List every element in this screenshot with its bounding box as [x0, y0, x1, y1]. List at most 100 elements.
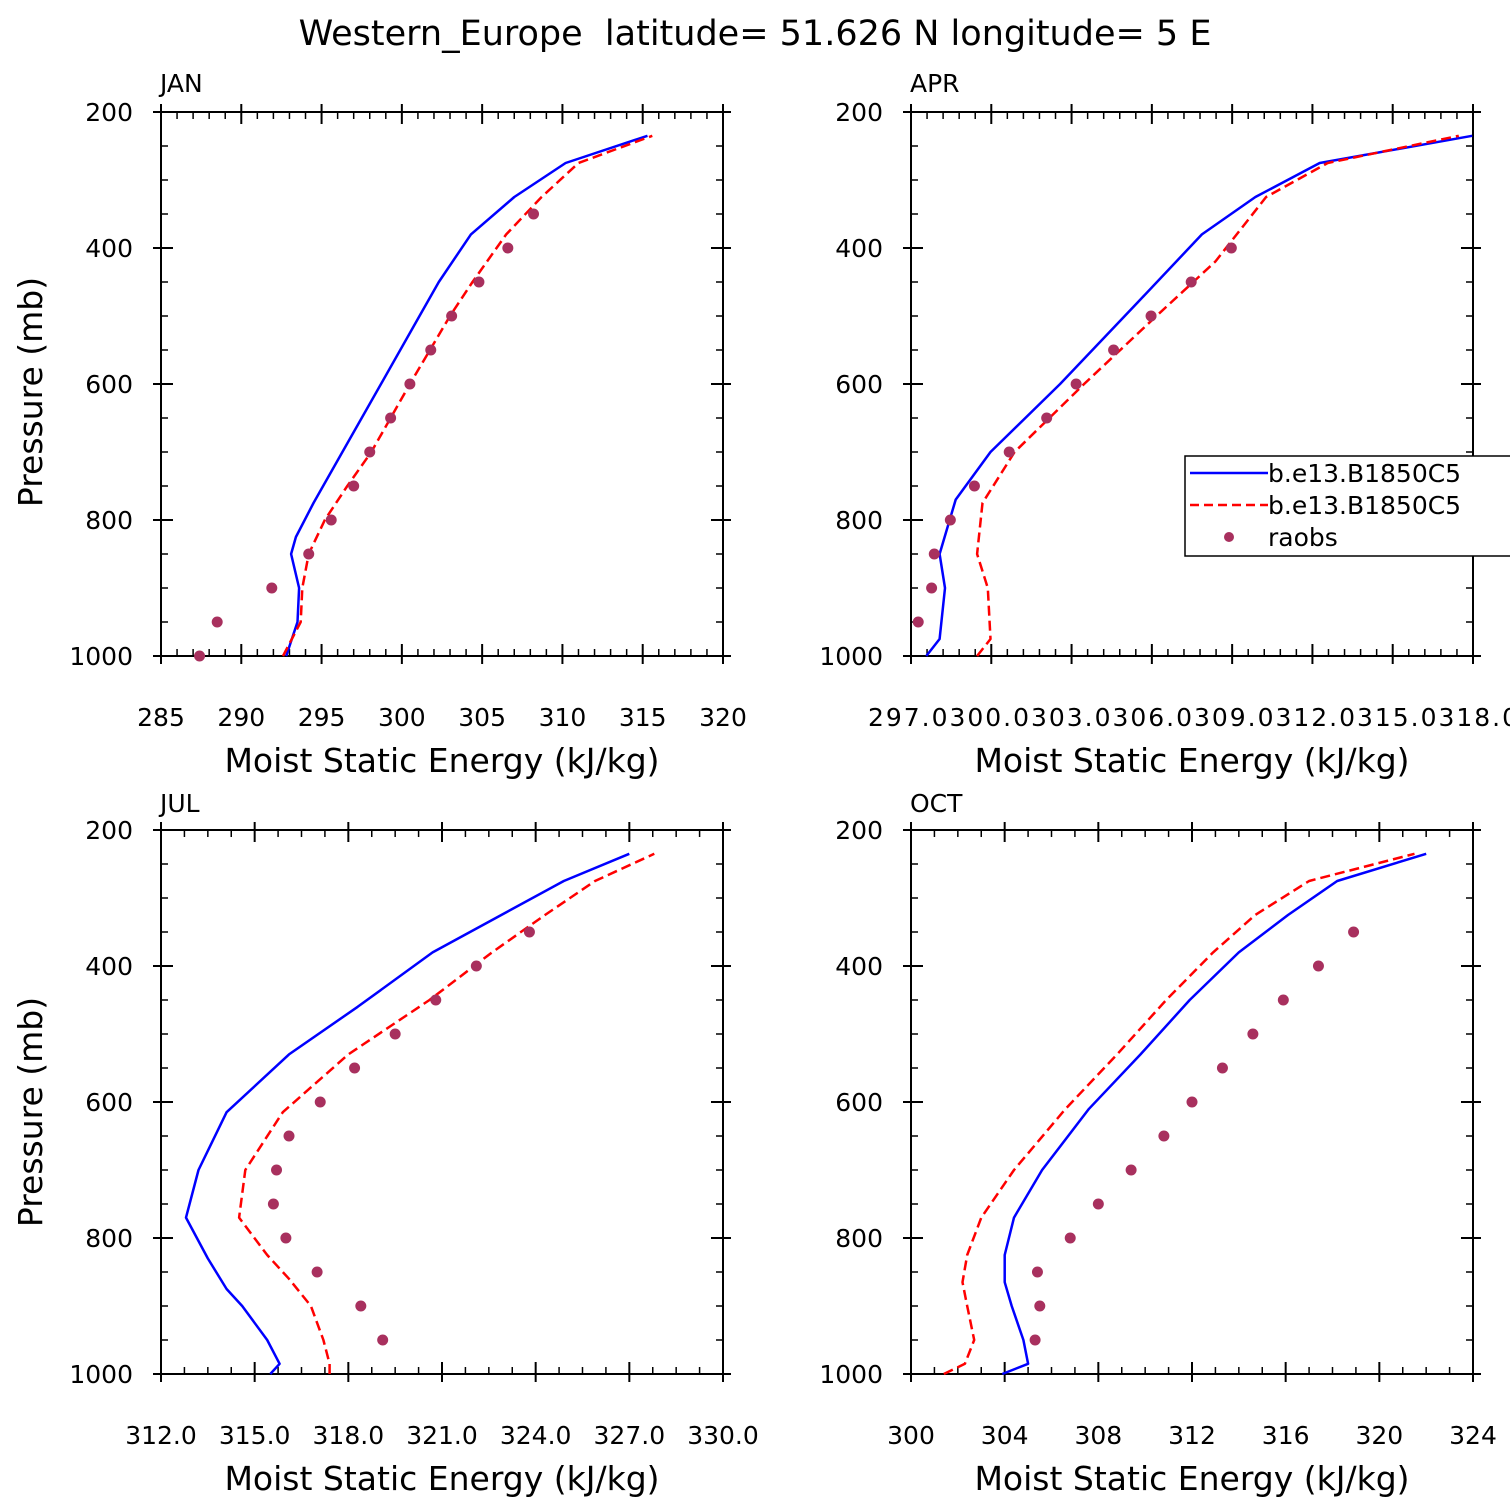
panel-label: APR — [910, 69, 960, 98]
x-tick-label: 324 — [1449, 1421, 1497, 1450]
raobs-point — [1031, 1266, 1043, 1278]
y-tick-label: 600 — [835, 1088, 883, 1117]
y-tick-label: 600 — [85, 1088, 133, 1117]
series-line-solid — [184, 852, 630, 1375]
raobs-point — [1108, 344, 1120, 356]
raobs-point — [912, 616, 924, 628]
x-tick-label: 312.0 — [125, 1421, 197, 1450]
legend-entry-1: b.e13.B1850C5 — [1268, 459, 1461, 488]
x-tick-label: 312 — [1168, 1421, 1216, 1450]
raobs-point — [349, 1062, 361, 1074]
raobs-point — [325, 514, 337, 526]
panel-label: OCT — [910, 789, 963, 818]
raobs-point — [311, 1266, 323, 1278]
x-tick-label: 327.0 — [594, 1421, 666, 1450]
panel-jan: JAN Moist Static Energy (kJ/kg) Pressure… — [11, 69, 747, 780]
raobs-point — [944, 514, 956, 526]
raobs-point — [502, 242, 514, 254]
y-tick-label: 1000 — [819, 1360, 883, 1389]
x-tick-label: 295 — [298, 703, 346, 732]
y-tick-label: 800 — [85, 506, 133, 535]
panel-apr: APR Moist Static Energy (kJ/kg) 1000 800 6… — [819, 69, 1510, 780]
y-tick-label: 1000 — [69, 1360, 133, 1389]
x-tick-label: 321.0 — [406, 1421, 478, 1450]
y-tick-label: 800 — [835, 506, 883, 535]
raobs-point — [1070, 378, 1082, 390]
raobs-point — [377, 1334, 389, 1346]
x-axis-label: Moist Static Energy (kJ/kg) — [974, 1459, 1409, 1498]
x-tick-label: 316 — [1262, 1421, 1310, 1450]
x-tick-label: 324.0 — [500, 1421, 572, 1450]
y-tick-label: 800 — [85, 1224, 133, 1253]
y-tick-label: 1000 — [819, 642, 883, 671]
x-tick-label: 285 — [137, 703, 185, 732]
x-tick-label: 304 — [981, 1421, 1029, 1450]
raobs-point — [1158, 1130, 1170, 1142]
raobs-point — [473, 276, 485, 288]
y-tick-label: 1000 — [69, 642, 133, 671]
raobs-point — [266, 582, 278, 594]
raobs-point — [271, 1164, 283, 1176]
raobs-point — [1064, 1232, 1076, 1244]
x-tick-label: 290 — [217, 703, 265, 732]
x-axis-label: Moist Static Energy (kJ/kg) — [224, 741, 659, 780]
x-tick-label: 320 — [699, 703, 747, 732]
raobs-point — [470, 960, 482, 972]
x-tick-label: 315 — [619, 703, 667, 732]
raobs-point — [968, 480, 980, 492]
y-tick-label: 200 — [835, 98, 883, 127]
x-tick-label: 315.0 — [219, 1421, 291, 1450]
raobs-point — [1247, 1028, 1259, 1040]
figure-title: Western_Europe latitude= 51.626 N longit… — [299, 14, 1212, 54]
raobs-point — [1145, 310, 1157, 322]
series-line-dashed — [943, 852, 1415, 1376]
panel-oct: OCT Moist Static Energy (kJ/kg) 1000 800 6… — [819, 789, 1496, 1498]
raobs-point — [1277, 994, 1289, 1006]
legend: b.e13.B1850C5 b.e13.B1850C5 raobs — [1184, 455, 1510, 557]
raobs-point — [314, 1096, 326, 1108]
raobs-point — [1225, 242, 1237, 254]
y-tick-label: 400 — [85, 234, 133, 263]
y-tick-label: 400 — [835, 952, 883, 981]
raobs-point — [928, 548, 940, 560]
y-tick-label: 200 — [835, 816, 883, 845]
x-tick-label: 305 — [458, 703, 506, 732]
x-tick-label: 320 — [1355, 1421, 1403, 1450]
raobs-point — [211, 616, 223, 628]
raobs-point — [404, 378, 416, 390]
raobs-point — [1216, 1062, 1228, 1074]
x-tick-label: 318.0 — [313, 1421, 385, 1450]
legend-entry-2: b.e13.B1850C5 — [1268, 491, 1461, 520]
series-line-solid — [285, 134, 648, 657]
panel-label: JAN — [158, 69, 203, 98]
raobs-point — [389, 1028, 401, 1040]
raobs-point — [926, 582, 938, 594]
x-tick-label-run: 297.0300.0303.0306.0309.0312.0315.0318.0 — [868, 703, 1510, 732]
raobs-point — [1186, 1096, 1198, 1108]
series-line-solid — [1001, 852, 1427, 1376]
raobs-point — [355, 1300, 367, 1312]
y-axis-label: Pressure (mb) — [11, 997, 50, 1227]
x-axis-label: Moist Static Energy (kJ/kg) — [974, 741, 1409, 780]
panel-jul: JUL Moist Static Energy (kJ/kg) Pressure… — [11, 789, 759, 1498]
raobs-point — [267, 1198, 279, 1210]
x-tick-label: 300 — [378, 703, 426, 732]
raobs-point — [364, 446, 376, 458]
raobs-point — [348, 480, 360, 492]
legend-swatch-dot — [1224, 532, 1234, 542]
raobs-point — [1348, 926, 1360, 938]
y-tick-label: 800 — [835, 1224, 883, 1253]
x-tick-label: 300 — [887, 1421, 935, 1450]
raobs-point — [1125, 1164, 1137, 1176]
series-line-dashed — [281, 134, 653, 657]
x-tick-label: 310 — [539, 703, 587, 732]
raobs-point — [1312, 960, 1324, 972]
raobs-point — [1092, 1198, 1104, 1210]
raobs-point — [280, 1232, 292, 1244]
y-tick-label: 200 — [85, 816, 133, 845]
y-tick-label: 400 — [835, 234, 883, 263]
raobs-point — [523, 926, 535, 938]
raobs-point — [385, 412, 397, 424]
y-tick-label: 600 — [85, 370, 133, 399]
